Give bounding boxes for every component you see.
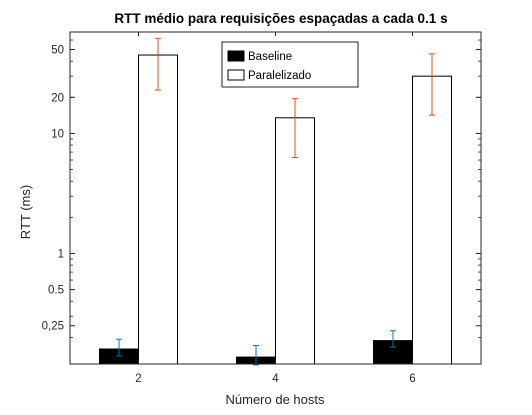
x-tick-label-2: 2 bbox=[135, 373, 141, 385]
y-tick-label: 0,25 bbox=[42, 321, 64, 333]
y-tick-label: 1 bbox=[58, 248, 64, 260]
legend-swatch-baseline bbox=[227, 50, 245, 62]
legend-label-baseline: Baseline bbox=[248, 51, 292, 63]
x-tick-label-6: 6 bbox=[409, 373, 415, 385]
legend-box bbox=[221, 41, 359, 88]
y-axis-label: RTT (ms) bbox=[18, 185, 33, 239]
y-tick-label: 10 bbox=[51, 128, 64, 140]
legend-label-paralelizado: Paralelizado bbox=[248, 70, 311, 82]
legend-swatch-paralelizado bbox=[227, 69, 245, 81]
y-tick-label: 20 bbox=[51, 92, 64, 104]
x-tick-label-4: 4 bbox=[272, 373, 279, 385]
y-tick-label: 0.5 bbox=[48, 285, 64, 297]
x-axis-label: Número de hosts bbox=[226, 392, 325, 407]
plot-area: 2 4 6 0,25 0.5 1 10 20 50 bbox=[42, 31, 482, 385]
bar-paralelizado-2 bbox=[138, 54, 178, 365]
legend: Baseline Paralelizado bbox=[221, 41, 359, 88]
bar-paralelizado-4 bbox=[275, 117, 315, 365]
axes-box bbox=[69, 31, 482, 365]
bar-paralelizado-6 bbox=[412, 75, 452, 365]
y-tick-label: 50 bbox=[51, 45, 64, 57]
chart-title: RTT médio para requisições espaçadas a c… bbox=[114, 11, 447, 26]
